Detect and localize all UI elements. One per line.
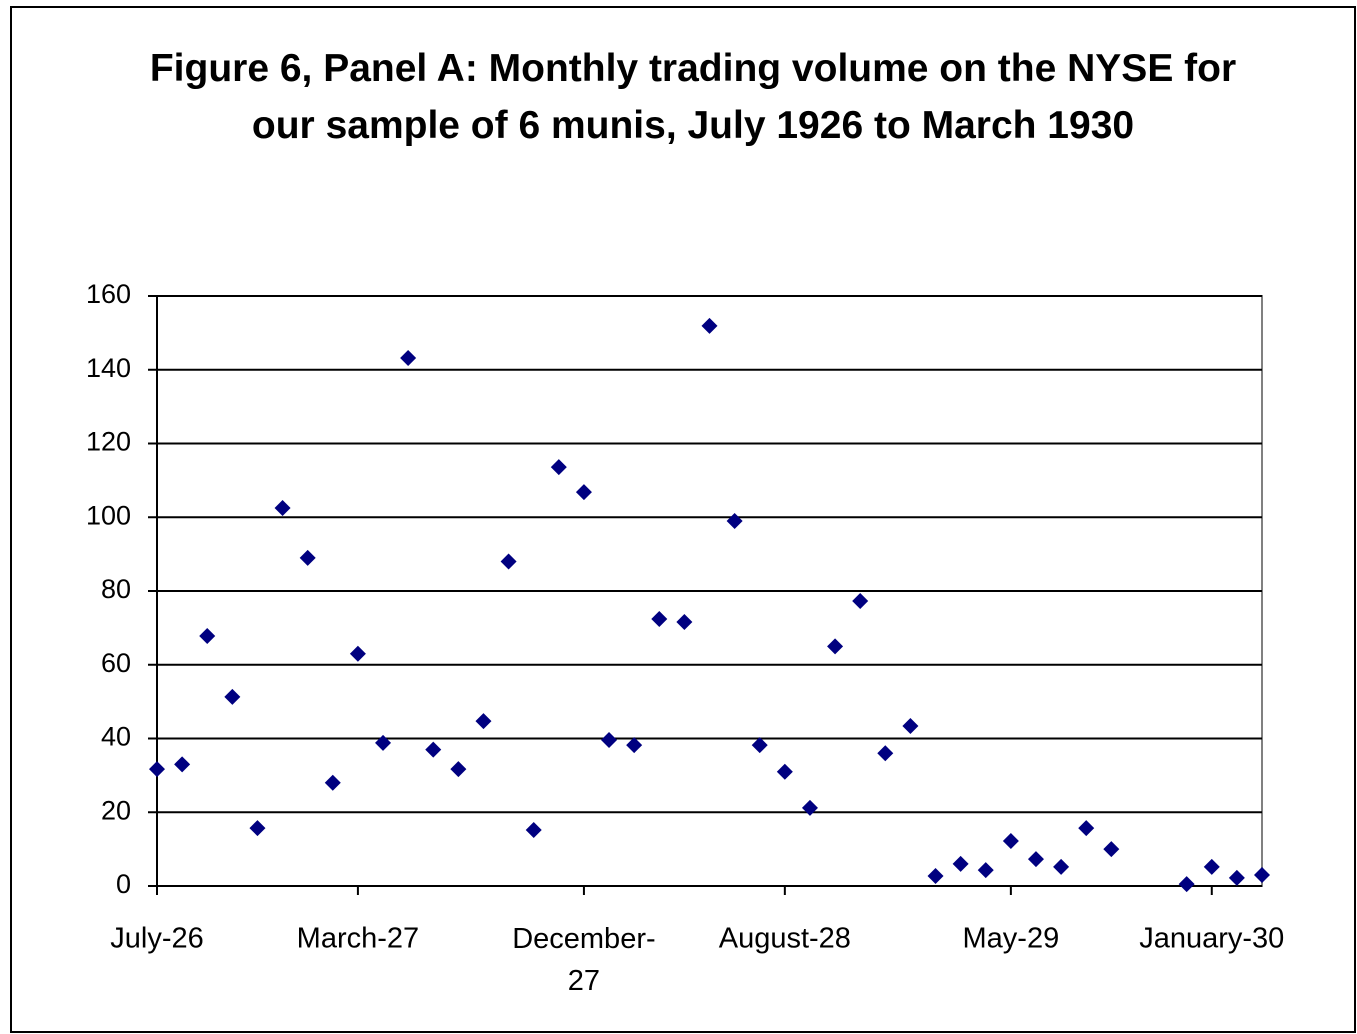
y-tick-label: 140 [86,353,131,383]
data-point [1228,869,1245,886]
data-point [425,741,442,758]
data-point [726,512,743,529]
x-tick-label: May-29 [963,923,1060,955]
y-tick-label: 160 [86,279,131,309]
data-point [450,761,467,778]
x-tick-label: July-26 [110,923,204,955]
data-point [550,459,567,476]
data-point [174,756,191,773]
data-point [575,484,592,501]
x-tick-label: August-28 [719,923,851,955]
data-point [776,763,793,780]
data-point [701,317,718,334]
data-point [525,821,542,838]
x-tick-label: January-30 [1139,923,1284,955]
data-point [249,820,266,837]
data-point [475,713,492,730]
y-tick-label: 20 [101,795,131,825]
data-point [1103,841,1120,858]
data-point [827,638,844,655]
y-tick-label: 60 [101,648,131,678]
data-point [1078,820,1095,837]
chart-title: Figure 6, Panel A: Monthly trading volum… [149,47,1237,147]
data-point [877,745,894,762]
data-point [651,611,668,628]
data-point [1203,858,1220,875]
x-tick-label: March-27 [297,923,420,955]
data-point [149,761,165,778]
data-point [500,553,517,570]
data-point [801,799,818,816]
y-tick-label: 120 [86,427,131,457]
data-point [1002,833,1019,850]
data-point [1254,866,1270,883]
y-tick-label: 100 [86,500,131,530]
data-point [400,349,417,366]
data-point [601,731,618,748]
data-point [676,613,693,630]
data-point [952,855,969,872]
y-tick-label: 80 [101,574,131,604]
data-point [224,688,241,705]
data-point [852,592,869,609]
data-point [375,734,392,751]
data-point [324,774,341,791]
chart-border [10,6,1356,1033]
data-point [1053,858,1070,875]
x-tick-label: December-27 [512,923,655,997]
data-point [977,862,994,879]
data-point [349,645,366,662]
data-point [274,500,291,517]
data-point [299,549,316,566]
y-tick-label: 0 [116,869,131,899]
data-point [626,737,643,754]
data-point [902,717,919,734]
data-point [1178,876,1195,893]
data-point [751,737,768,754]
y-tick-label: 40 [101,722,131,752]
data-point [199,627,216,644]
data-point [927,868,944,885]
data-point [1027,851,1044,868]
